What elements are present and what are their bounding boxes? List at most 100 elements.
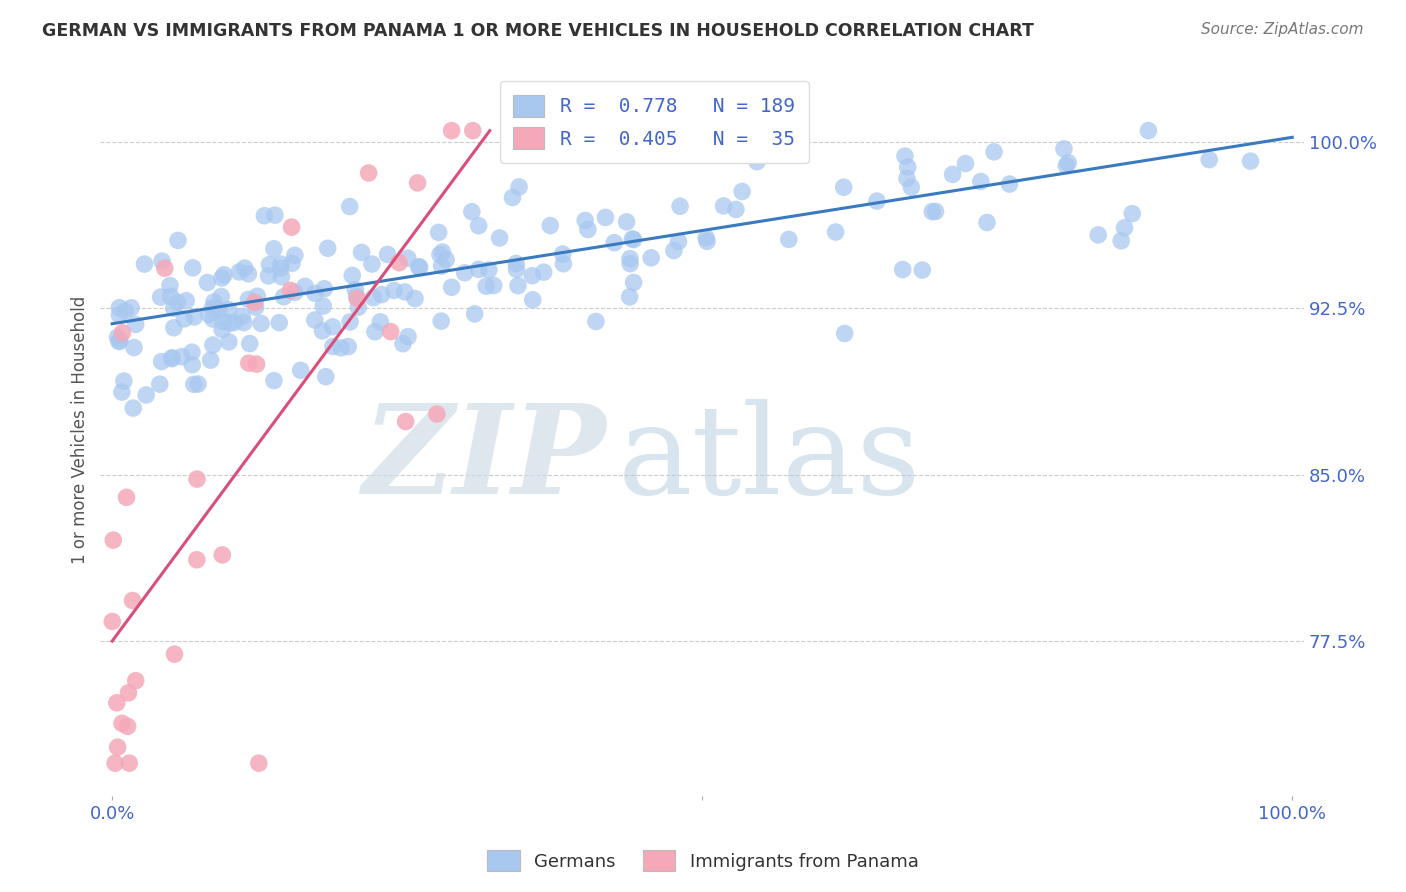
Point <box>170 350 193 364</box>
Text: GERMAN VS IMMIGRANTS FROM PANAMA 1 OR MORE VEHICLES IN HOUSEHOLD CORRELATION CHA: GERMAN VS IMMIGRANTS FROM PANAMA 1 OR MO… <box>42 22 1033 40</box>
Point <box>430 259 453 273</box>
Point <box>347 300 370 314</box>
Point <box>396 329 419 343</box>
Point <box>408 260 430 274</box>
Point <box>219 316 242 330</box>
Point <box>134 257 156 271</box>
Point <box>163 647 186 661</box>
Point <box>388 255 411 269</box>
Point <box>998 177 1021 191</box>
Point <box>640 251 662 265</box>
Point <box>290 363 312 377</box>
Point <box>553 257 575 271</box>
Point <box>245 300 267 314</box>
Point <box>181 260 204 275</box>
Point <box>866 194 889 208</box>
Point <box>238 267 260 281</box>
Point <box>233 261 256 276</box>
Point <box>942 168 965 182</box>
Point <box>280 284 302 298</box>
Point <box>1053 142 1076 156</box>
Point <box>312 299 335 313</box>
Point <box>603 235 626 250</box>
Point <box>832 180 855 194</box>
Point <box>778 232 800 246</box>
Point <box>160 351 183 366</box>
Point <box>1054 159 1077 173</box>
Point <box>505 262 527 277</box>
Point <box>159 278 181 293</box>
Point <box>488 231 510 245</box>
Point <box>501 190 523 204</box>
Point <box>427 226 450 240</box>
Point <box>330 341 353 355</box>
Point <box>108 301 131 315</box>
Point <box>900 180 922 194</box>
Point <box>522 268 544 283</box>
Point <box>434 252 457 267</box>
Point <box>361 257 384 271</box>
Point <box>314 282 336 296</box>
Point <box>284 248 307 262</box>
Point <box>395 415 418 429</box>
Point <box>212 315 235 329</box>
Point <box>150 254 173 268</box>
Point <box>264 208 287 222</box>
Point <box>200 353 222 368</box>
Point <box>409 260 432 275</box>
Point <box>211 323 233 337</box>
Point <box>368 315 391 329</box>
Point <box>432 245 454 260</box>
Point <box>218 302 240 317</box>
Point <box>281 256 304 270</box>
Point <box>478 263 501 277</box>
Point <box>394 285 416 299</box>
Point <box>619 252 641 266</box>
Point <box>224 315 246 329</box>
Point <box>118 756 141 771</box>
Point <box>105 696 128 710</box>
Point <box>576 222 599 236</box>
Point <box>245 357 267 371</box>
Point <box>111 716 134 731</box>
Point <box>181 358 204 372</box>
Point <box>239 336 262 351</box>
Point <box>270 269 292 284</box>
Point <box>976 215 998 229</box>
Point <box>197 276 219 290</box>
Point <box>101 615 124 629</box>
Point <box>208 303 231 318</box>
Point <box>429 247 451 261</box>
Point <box>112 374 135 388</box>
Point <box>202 295 225 310</box>
Point <box>232 316 254 330</box>
Point <box>1239 154 1261 169</box>
Point <box>426 407 449 421</box>
Point <box>616 215 638 229</box>
Point <box>280 220 302 235</box>
Point <box>619 290 641 304</box>
Point <box>440 280 463 294</box>
Point <box>482 278 505 293</box>
Point <box>430 314 453 328</box>
Point <box>304 313 326 327</box>
Point <box>595 211 617 225</box>
Point <box>304 286 326 301</box>
Point <box>461 123 484 137</box>
Point <box>713 199 735 213</box>
Point <box>342 268 364 283</box>
Point <box>508 179 530 194</box>
Point <box>970 174 993 188</box>
Point <box>834 326 856 341</box>
Point <box>243 295 266 310</box>
Point <box>149 377 172 392</box>
Point <box>104 756 127 771</box>
Point <box>167 234 190 248</box>
Point <box>108 334 131 349</box>
Point <box>211 548 233 562</box>
Point <box>125 673 148 688</box>
Point <box>322 339 344 353</box>
Point <box>350 245 373 260</box>
Point <box>120 301 142 315</box>
Point <box>396 252 419 266</box>
